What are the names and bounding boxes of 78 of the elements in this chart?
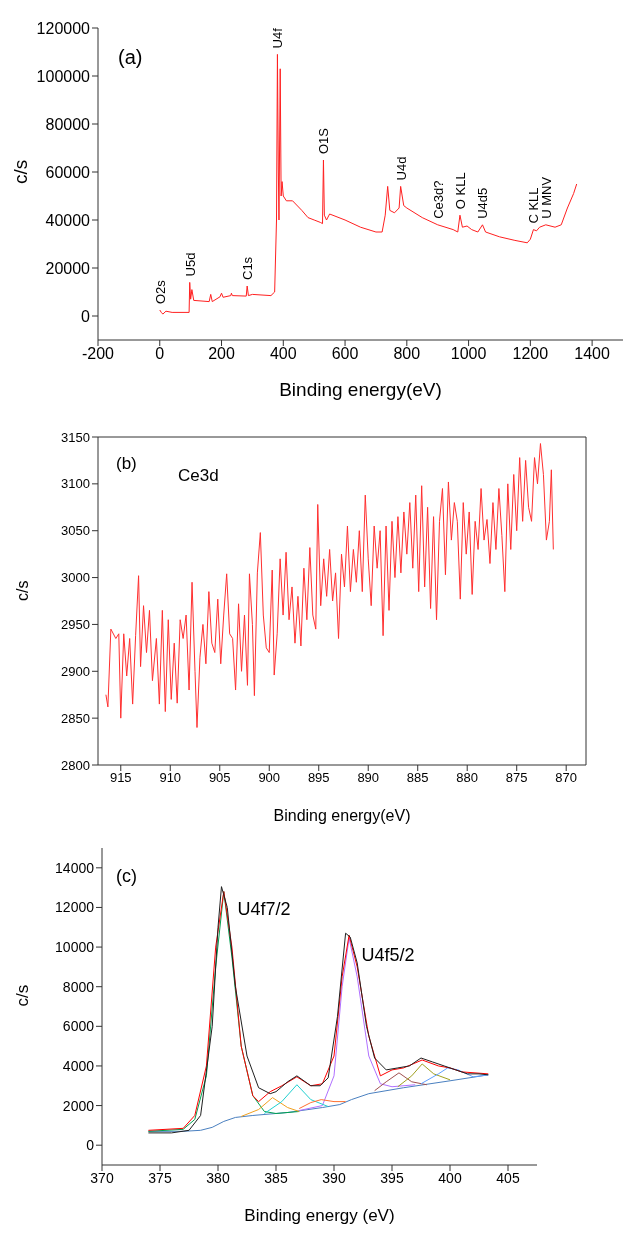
line-series — [397, 1063, 451, 1088]
x-tick-label: 880 — [456, 770, 479, 786]
y-tick-label: 8000 — [62, 978, 95, 995]
x-tick-label: 395 — [380, 1169, 404, 1186]
y-tick-label: 2800 — [61, 757, 90, 773]
x-tick-label: 895 — [307, 770, 330, 786]
annotation: O2s — [152, 279, 168, 304]
x-tick-label: 390 — [322, 1169, 346, 1186]
x-tick-label: 905 — [208, 770, 231, 786]
annotation: (b) — [116, 454, 137, 474]
y-tick-label: 3000 — [61, 570, 90, 586]
line-series — [240, 1097, 300, 1117]
y-tick-label: 2000 — [62, 1097, 95, 1114]
x-tick-label: 380 — [206, 1169, 230, 1186]
y-tick-label: 80000 — [45, 115, 91, 133]
x-tick-label: 200 — [208, 345, 235, 363]
x-tick-label: 1000 — [450, 345, 487, 363]
y-tick-label: 4000 — [62, 1057, 95, 1074]
annotation: (c) — [116, 866, 137, 887]
x-tick-label: 375 — [148, 1169, 172, 1186]
line-series — [298, 1099, 347, 1110]
x-axis-title: Binding energy(eV) — [273, 807, 411, 824]
annotation: U4f7/2 — [237, 898, 291, 919]
annotation: Ce3d — [178, 466, 219, 486]
x-tick-label: 1400 — [574, 345, 611, 363]
x-tick-label: -200 — [81, 345, 115, 363]
x-axis-title: Binding energy (eV) — [244, 1206, 395, 1225]
y-tick-label: 60000 — [45, 163, 91, 181]
line-series — [105, 443, 554, 729]
x-axis-title: Binding energy(eV) — [279, 379, 442, 400]
annotation: U4f — [270, 27, 286, 49]
x-tick-label: 1200 — [512, 345, 549, 363]
annotation: U4f5/2 — [361, 945, 415, 966]
y-tick-label: 20000 — [45, 259, 91, 277]
y-tick-label: 2850 — [61, 710, 90, 726]
y-tick-label: 3100 — [61, 476, 90, 492]
line-series — [263, 1084, 329, 1114]
x-tick-label: 0 — [155, 345, 165, 363]
x-tick-label: 400 — [269, 345, 297, 363]
x-tick-label: 870 — [555, 770, 578, 786]
y-tick-label: 2900 — [61, 663, 90, 679]
annotation: U4d — [393, 156, 409, 181]
x-tick-label: 385 — [264, 1169, 288, 1186]
y-tick-label: 100000 — [36, 67, 91, 85]
y-tick-label: 0 — [81, 307, 91, 325]
y-tick-label: 0 — [86, 1137, 95, 1154]
x-tick-label: 800 — [393, 345, 421, 363]
x-tick-label: 890 — [357, 770, 380, 786]
y-tick-label: 6000 — [62, 1018, 95, 1035]
x-tick-label: 600 — [331, 345, 359, 363]
line-series — [298, 937, 416, 1112]
y-axis-title: c/s — [13, 580, 31, 601]
line-series — [374, 1072, 428, 1092]
y-tick-label: 12000 — [55, 899, 95, 916]
x-tick-label: 875 — [505, 770, 528, 786]
annotation: Ce3d? — [430, 180, 446, 219]
annotation: U4d5 — [475, 187, 491, 219]
x-tick-label: 885 — [406, 770, 429, 786]
annotation: O KLL — [452, 172, 468, 210]
annotation: C1s — [240, 256, 256, 280]
annotation: O1S — [316, 127, 332, 154]
y-tick-label: 3150 — [61, 429, 90, 445]
x-tick-label: 400 — [438, 1169, 462, 1186]
y-axis-title: c/s — [13, 984, 33, 1007]
annotation: (a) — [118, 46, 143, 69]
y-tick-label: 10000 — [55, 939, 95, 956]
y-tick-label: 14000 — [55, 859, 95, 876]
y-tick-label: 2950 — [61, 617, 90, 633]
y-tick-label: 120000 — [36, 19, 91, 37]
x-tick-label: 915 — [109, 770, 132, 786]
y-axis-title: c/s — [9, 159, 31, 184]
y-tick-label: 40000 — [45, 211, 91, 229]
y-tick-label: 3050 — [61, 523, 90, 539]
x-tick-label: 405 — [496, 1169, 520, 1186]
x-tick-label: 900 — [258, 770, 281, 786]
x-tick-label: 370 — [90, 1169, 114, 1186]
annotation: U5d — [182, 252, 198, 277]
x-tick-label: 910 — [159, 770, 182, 786]
